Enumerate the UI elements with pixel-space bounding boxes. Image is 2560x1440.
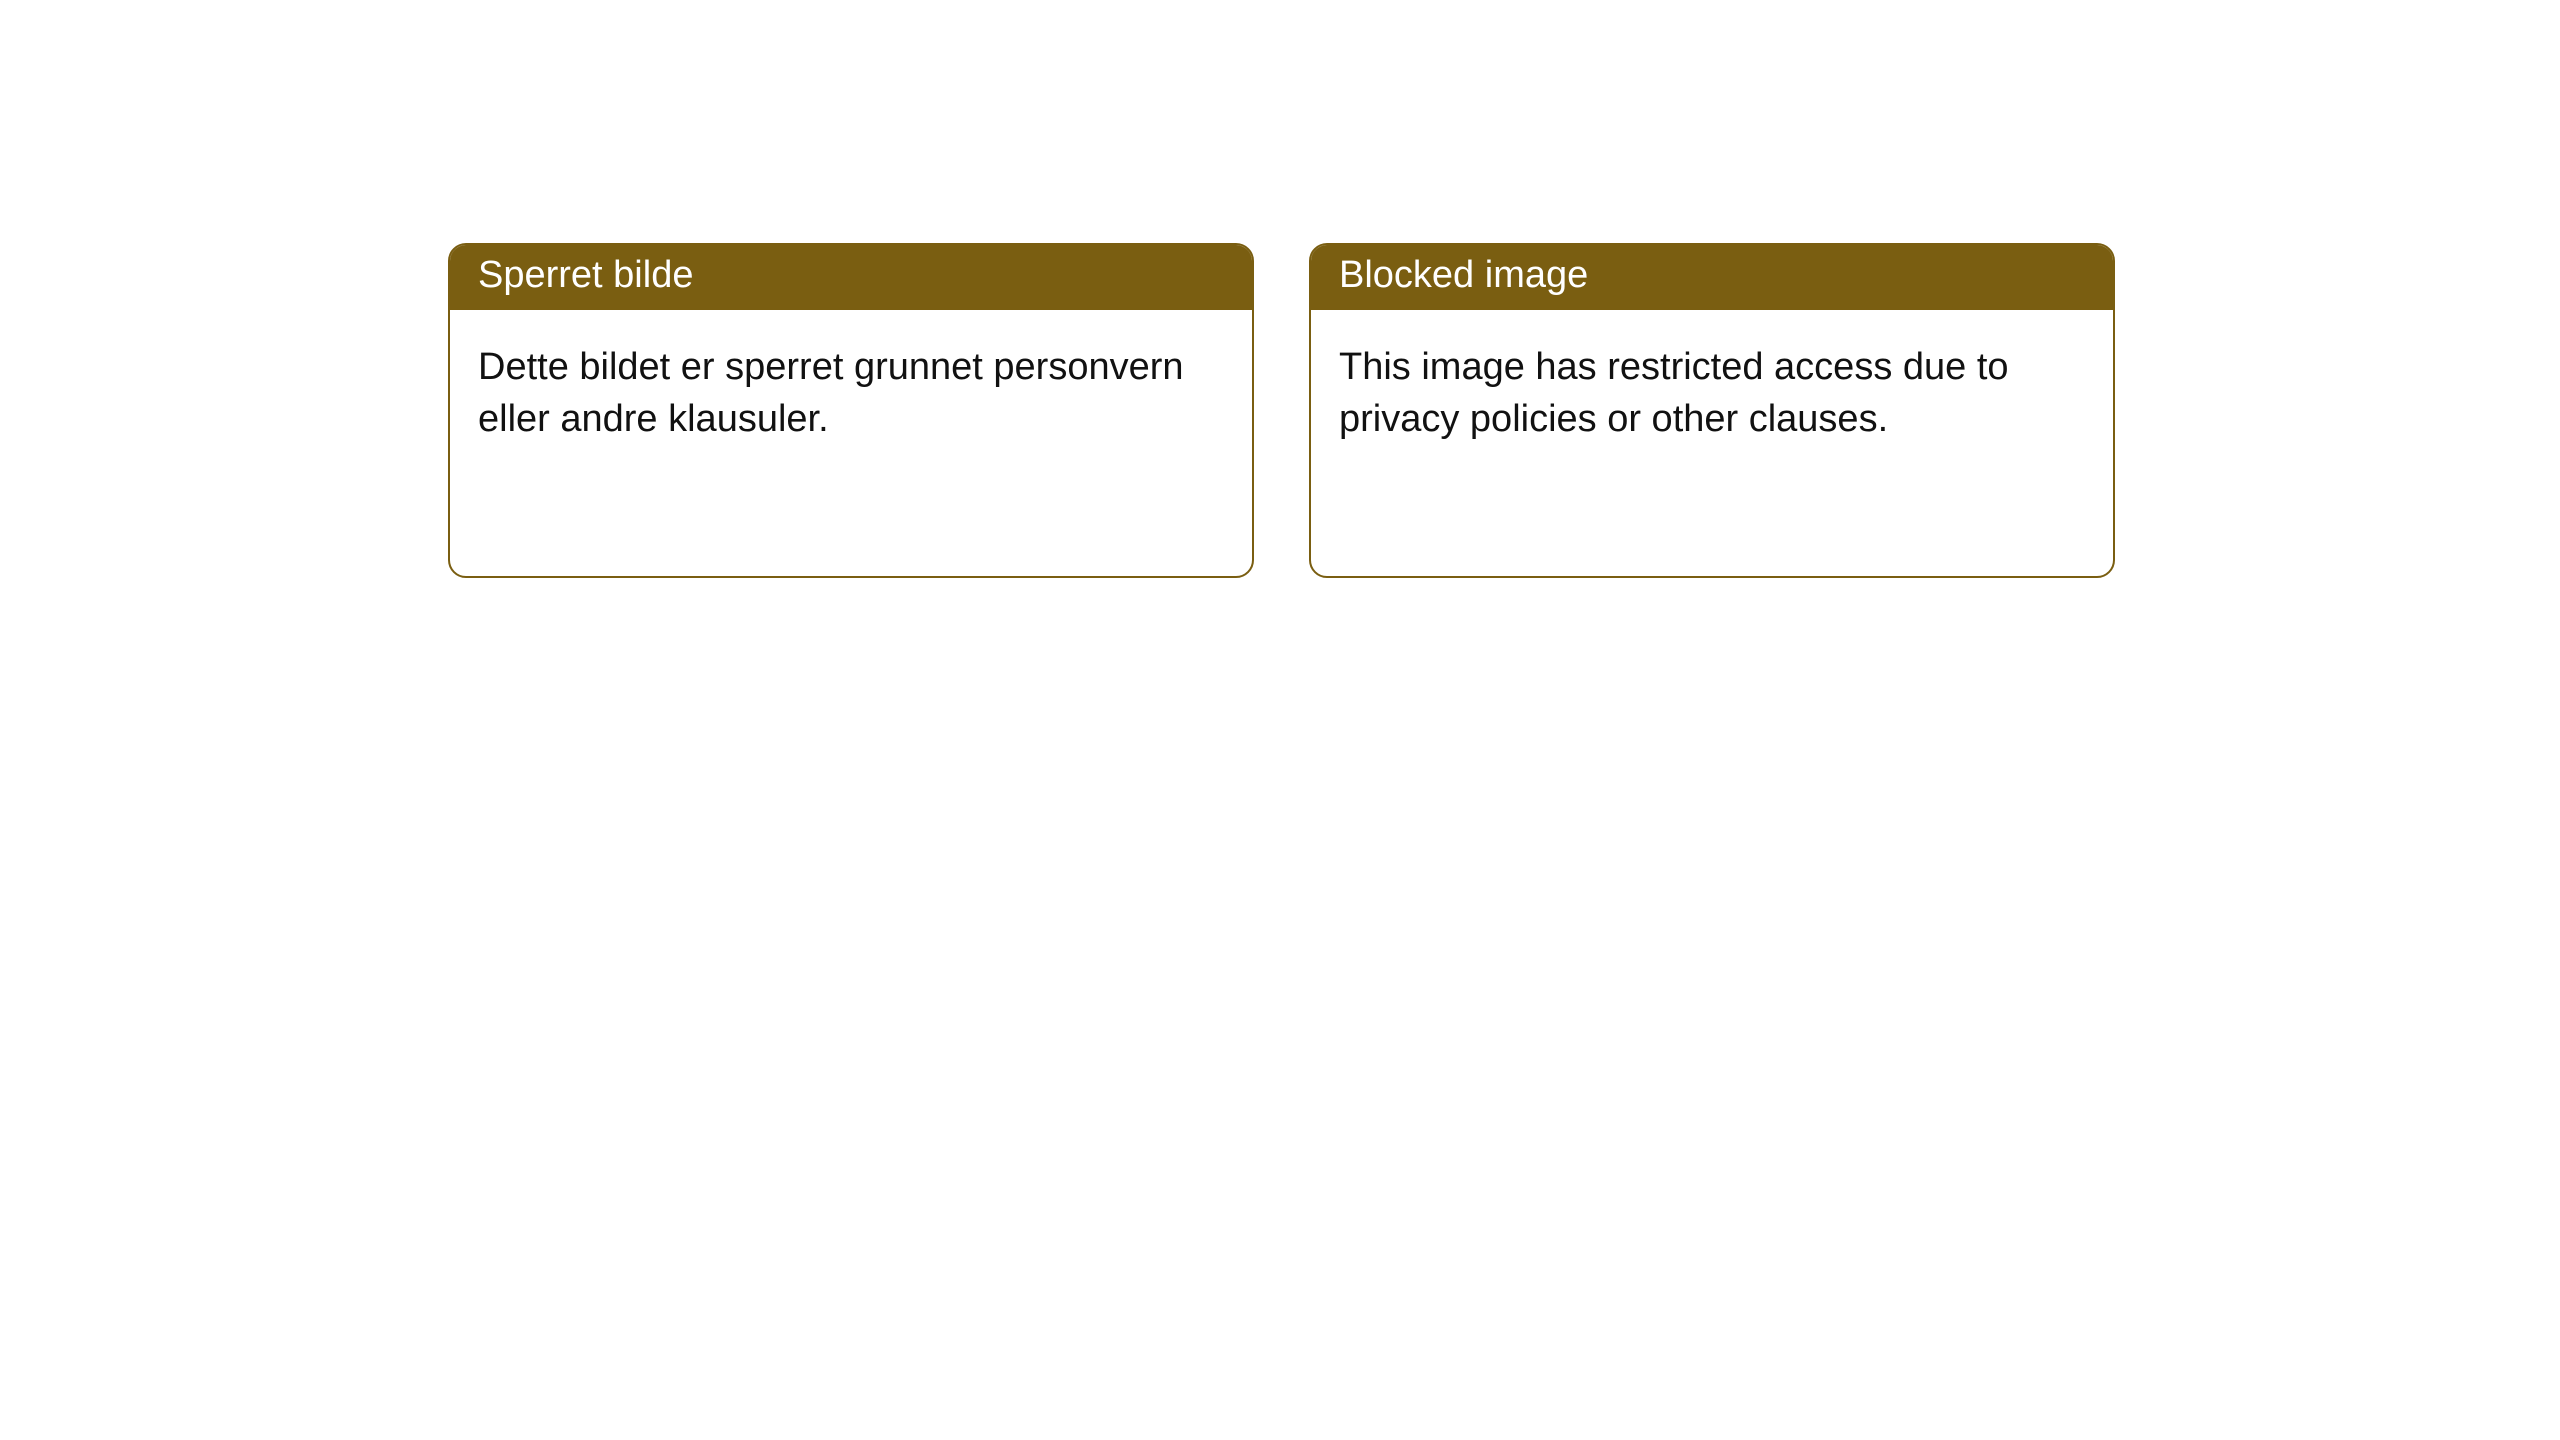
- notice-body-english: This image has restricted access due to …: [1311, 310, 2113, 477]
- notice-body-norwegian: Dette bildet er sperret grunnet personve…: [450, 310, 1252, 477]
- notice-card-norwegian: Sperret bilde Dette bildet er sperret gr…: [448, 243, 1254, 578]
- notice-container: Sperret bilde Dette bildet er sperret gr…: [0, 0, 2560, 578]
- notice-title-norwegian: Sperret bilde: [450, 245, 1252, 310]
- notice-title-english: Blocked image: [1311, 245, 2113, 310]
- notice-card-english: Blocked image This image has restricted …: [1309, 243, 2115, 578]
